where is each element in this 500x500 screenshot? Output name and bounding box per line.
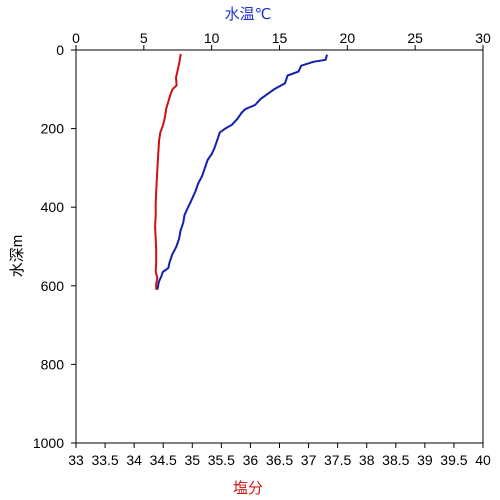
bottom-tick-label: 40 <box>475 452 491 468</box>
top-tick-label: 10 <box>204 30 220 46</box>
bottom-tick-label: 36 <box>243 452 259 468</box>
top-tick-label: 0 <box>72 30 80 46</box>
bottom-tick-label: 35.5 <box>208 452 235 468</box>
bottom-tick-label: 33.5 <box>91 452 118 468</box>
top-tick-label: 25 <box>407 30 423 46</box>
y-tick-label: 400 <box>41 199 65 215</box>
bottom-tick-label: 34 <box>126 452 142 468</box>
bottom-tick-label: 33 <box>68 452 84 468</box>
y-tick-label: 0 <box>56 42 64 58</box>
y-tick-label: 1000 <box>33 435 64 451</box>
plot-frame <box>75 49 484 444</box>
top-tick-label: 20 <box>340 30 356 46</box>
top-tick-label: 5 <box>140 30 148 46</box>
series-layer <box>154 53 328 290</box>
left-axis-ticks: 0 200 400 600 800 1000 <box>33 42 76 451</box>
bottom-tick-label: 37 <box>301 452 317 468</box>
bottom-tick-label: 35 <box>184 452 200 468</box>
bottom-axis-ticks: 33 33.5 34 34.5 35 35.5 36 36.5 37 37.5 38 38.5 39 39… <box>68 443 491 468</box>
y-tick-label: 600 <box>41 278 65 294</box>
temperature-profile-line <box>156 54 328 290</box>
top-axis-ticks: 0 5 10 15 20 25 30 <box>72 30 491 50</box>
top-tick-label: 30 <box>475 30 491 46</box>
bottom-tick-label: 38 <box>359 452 375 468</box>
salinity-profile-line <box>154 53 182 290</box>
bottom-tick-label: 39.5 <box>440 452 467 468</box>
bottom-tick-label: 37.5 <box>324 452 351 468</box>
y-tick-label: 200 <box>41 121 65 137</box>
top-axis-title: 水温℃ <box>225 6 272 23</box>
bottom-tick-label: 36.5 <box>266 452 293 468</box>
bottom-axis-title: 塩分 <box>233 480 263 497</box>
top-tick-label: 15 <box>272 30 288 46</box>
y-axis-title: 水深m <box>9 235 26 278</box>
bottom-tick-label: 38.5 <box>382 452 409 468</box>
bottom-tick-label: 34.5 <box>150 452 177 468</box>
bottom-tick-label: 39 <box>417 452 433 468</box>
y-tick-label: 800 <box>41 356 65 372</box>
